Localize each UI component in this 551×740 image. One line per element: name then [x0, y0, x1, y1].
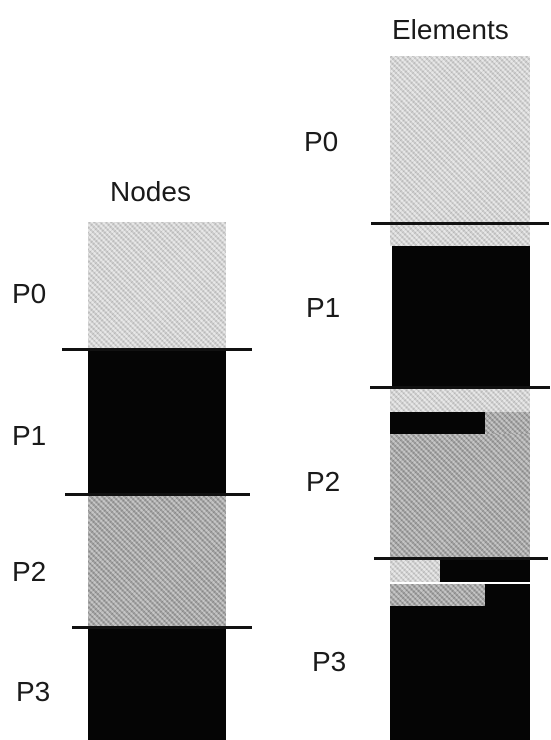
elements-p1-p2-strip: [390, 388, 530, 412]
nodes-partition-p0: [88, 222, 226, 350]
nodes-divider-p2-p3: [72, 626, 252, 629]
nodes-title: Nodes: [110, 176, 191, 207]
elements-p2-fragment: [485, 412, 530, 434]
nodes-partition-p3: [88, 628, 226, 740]
elements-p1-fragment: [390, 412, 485, 434]
elements-p2-p3-strip: [390, 560, 440, 582]
elements-divider-p1-p2: [370, 386, 550, 389]
nodes-label-p2: P2: [12, 556, 47, 587]
elements-partition-p0: [390, 56, 530, 224]
elements-partition-p2: [390, 434, 530, 558]
elements-label-p0: P0: [304, 126, 339, 157]
nodes-label-p3: P3: [16, 676, 51, 707]
nodes-divider-p1-p2: [65, 493, 250, 496]
elements-label-p3: P3: [312, 646, 347, 677]
nodes-partition-p1: [88, 350, 226, 495]
elements-label-p2: P2: [306, 466, 341, 497]
elements-p2-fragment-low: [390, 584, 485, 606]
nodes-label-p0: P0: [12, 278, 47, 309]
elements-p3-fragment-top: [440, 560, 530, 582]
nodes-label-p1: P1: [12, 420, 47, 451]
elements-label-p1: P1: [306, 292, 341, 323]
elements-partition-p3: [390, 606, 530, 740]
elements-p3-fragment-right: [485, 584, 530, 606]
elements-divider-p0-p1: [371, 222, 549, 225]
elements-partition-p1: [392, 246, 530, 388]
nodes-partition-p2: [88, 495, 226, 628]
elements-divider-p2-p3: [374, 557, 548, 560]
nodes-divider-p0-p1: [62, 348, 252, 351]
elements-title: Elements: [392, 14, 509, 45]
elements-p0-strip: [390, 224, 530, 246]
